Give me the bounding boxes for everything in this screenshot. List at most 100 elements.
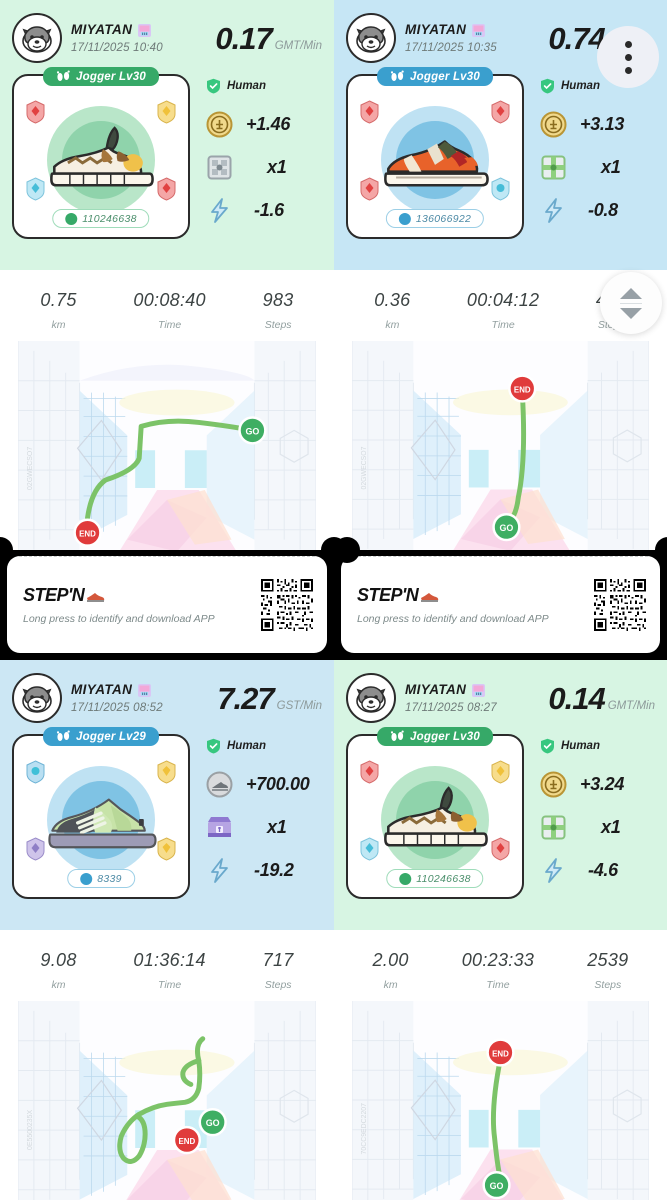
- human-verified-badge: Human: [206, 76, 320, 96]
- distance-value: 2.00: [372, 950, 409, 970]
- qr-code-icon[interactable]: [261, 578, 313, 631]
- shiba-avatar-icon: [356, 26, 386, 53]
- sneaker-id-pill: 110246638: [386, 869, 484, 888]
- socket-gem-ruby[interactable]: [359, 760, 380, 784]
- svg-text:END: END: [492, 1049, 509, 1058]
- socket-gem-topaz[interactable]: [156, 100, 177, 124]
- shield-check-icon: [541, 78, 554, 94]
- stats-column: Human +700.00 x1 -19.2: [200, 734, 322, 899]
- sneaker-panel[interactable]: Jogger Lv30: [346, 67, 524, 239]
- socket-gem-sapphire[interactable]: [25, 760, 46, 784]
- svg-text:02GWECSO7: 02GWECSO7: [361, 446, 368, 489]
- metric-distance: 2.00 km: [373, 950, 409, 991]
- scroll-controls[interactable]: [600, 272, 662, 334]
- sneaker-type-label: Jogger Lv30: [76, 70, 146, 83]
- energy-bolt-icon: [545, 197, 562, 223]
- route-map[interactable]: END GO 02GWECSO7: [352, 341, 649, 550]
- earn-rate-value: 0.74: [548, 20, 605, 56]
- socket-gem-ruby[interactable]: [490, 837, 511, 861]
- socket-gem-sapphire[interactable]: [25, 177, 46, 201]
- stat-row-earnings: +3.13: [540, 109, 653, 139]
- card-header-area: MIYATAN 17/11/2025 08:52 7.27: [0, 660, 334, 930]
- stat-row-earnings: +3.24: [540, 769, 653, 799]
- sneaker-id: 8339: [97, 872, 122, 885]
- socket-gem-ruby[interactable]: [25, 100, 46, 124]
- metric-steps: 2539 Steps: [587, 950, 628, 991]
- earnings-value: +3.13: [580, 113, 625, 134]
- gmt-coin-icon: [540, 771, 567, 797]
- earn-rate-value: 7.27: [217, 680, 274, 716]
- stepn-footer-left[interactable]: STEP'N Long press to identify and downlo…: [7, 556, 327, 653]
- steps-label: Steps: [264, 319, 292, 331]
- share-card[interactable]: MIYATAN 17/11/2025 10:40 0.17: [0, 0, 334, 550]
- socket-gem-topaz[interactable]: [156, 760, 177, 784]
- socket-gem-topaz[interactable]: [490, 760, 511, 784]
- sneaker-panel[interactable]: Jogger Lv30: [346, 727, 524, 899]
- stat-row-earnings: +700.00: [206, 769, 320, 799]
- sneaker-panel[interactable]: Jogger Lv30: [12, 67, 190, 239]
- card-metrics-area: 9.08 km 01:36:14 Time 717 Steps: [0, 930, 334, 1200]
- stat-row-energy: -0.8: [540, 195, 653, 225]
- human-verified-badge: Human: [540, 736, 653, 756]
- username: MIYATAN: [405, 21, 467, 37]
- share-card[interactable]: MIYATAN 17/11/2025 08:52 7.27: [0, 660, 334, 1200]
- more-options-button[interactable]: [597, 26, 659, 88]
- shield-check-icon: [541, 738, 554, 754]
- earn-rate-unit: GST/Min: [276, 699, 322, 712]
- steps-label: Steps: [594, 979, 622, 991]
- earn-rate: 7.27 GST/Min: [217, 683, 322, 714]
- socket-gem-ruby[interactable]: [359, 177, 380, 201]
- time-label: Time: [491, 319, 515, 331]
- mystery-box-icon: [541, 815, 566, 839]
- stat-row-mystery-box: x1: [540, 152, 653, 182]
- sneaker-type-badge: Jogger Lv30: [43, 67, 159, 86]
- card-metrics-area: 0.75 km 00:08:40 Time 983 Steps: [0, 270, 334, 550]
- avatar: [346, 13, 396, 63]
- time-value: 00:23:33: [461, 950, 535, 970]
- route-map-svg: GO END 02GWECSO7: [18, 341, 316, 550]
- earn-rate-unit: GMT/Min: [274, 39, 322, 52]
- socket-gem-topaz[interactable]: [156, 837, 177, 861]
- username: MIYATAN: [71, 21, 133, 37]
- sneaker-image: [48, 798, 157, 849]
- socket-gem-ruby[interactable]: [359, 100, 380, 124]
- human-label: Human: [227, 80, 266, 92]
- stat-row-energy: -19.2: [206, 855, 320, 885]
- human-label: Human: [561, 740, 600, 752]
- socket-gem-ruby[interactable]: [156, 177, 177, 201]
- route-map[interactable]: GO END 02GWECSO7: [18, 341, 316, 550]
- stat-row-marketplace: x1: [206, 812, 320, 842]
- svg-text:GO: GO: [490, 1181, 504, 1191]
- card-header-area: MIYATAN 17/11/2025 10:40 0.17: [0, 0, 334, 270]
- socket-gem-sapphire[interactable]: [490, 177, 511, 201]
- card-body: Jogger Lv30: [346, 726, 655, 899]
- qr-code-icon[interactable]: [594, 578, 646, 631]
- stepn-footer-band: STEP'N Long press to identify and downlo…: [0, 550, 667, 660]
- svg-text:END: END: [79, 530, 96, 539]
- svg-text:GO: GO: [245, 426, 259, 436]
- socket-gem-ruby[interactable]: [490, 100, 511, 124]
- earn-rate-value: 0.14: [548, 680, 605, 716]
- sneaker-panel[interactable]: Jogger Lv29: [12, 727, 190, 899]
- route-map[interactable]: GO END 0E5500235X: [18, 1001, 316, 1200]
- end-marker: [73, 518, 102, 547]
- socket-gem-sapphire[interactable]: [359, 837, 380, 861]
- time-value: 00:04:12: [466, 290, 540, 310]
- earn-rate: 0.14 GMT/Min: [548, 683, 655, 714]
- metric-time: 00:08:40 Time: [133, 290, 205, 331]
- footprints-icon: [390, 730, 404, 741]
- socket-gem-amethyst[interactable]: [25, 837, 46, 861]
- chevron-up-icon[interactable]: [620, 287, 642, 299]
- route-map[interactable]: END GO 70CC9EDC2207: [352, 1001, 649, 1200]
- share-card[interactable]: MIYATAN 17/11/2025 08:27 0.14: [334, 660, 667, 1200]
- stats-column: Human +3.24 x1 -4.6: [534, 734, 655, 899]
- stepn-footer-right[interactable]: STEP'N Long press to identify and downlo…: [341, 556, 660, 653]
- stat-row-energy: -4.6: [540, 855, 653, 885]
- stepn-wordmark: STEP'N: [357, 584, 419, 605]
- chevron-down-icon[interactable]: [620, 307, 642, 319]
- ticket-notch: [0, 537, 13, 563]
- username-row: MIYATAN: [405, 682, 539, 698]
- pixel-sticker-icon: [138, 683, 152, 697]
- avatar: [12, 13, 62, 63]
